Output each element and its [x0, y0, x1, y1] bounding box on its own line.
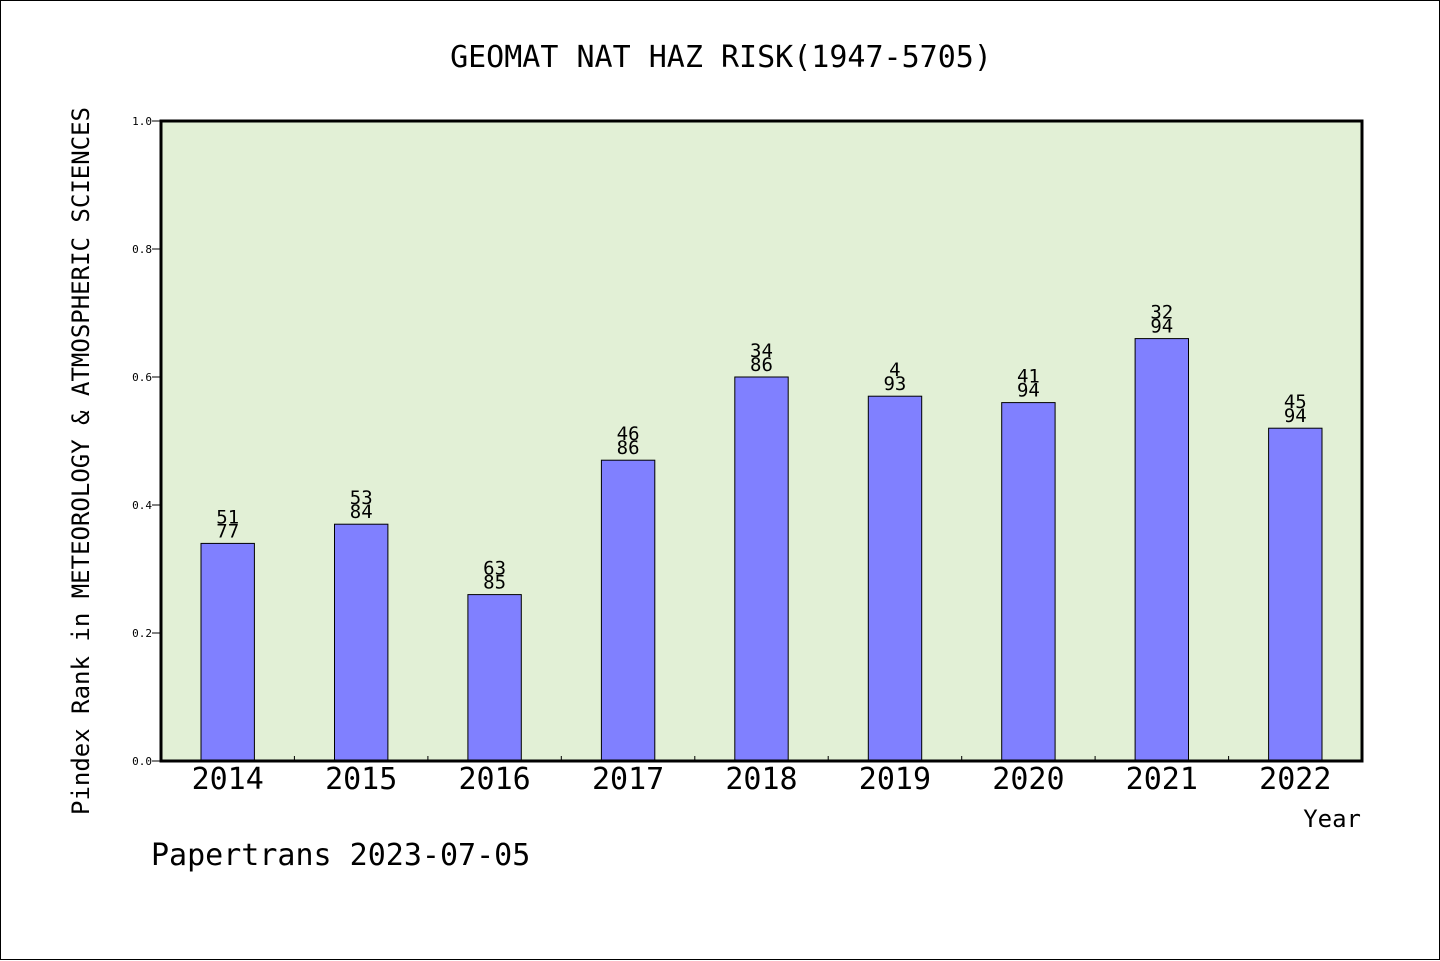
x-axis-ticks: 2014 2015 2016 2017 2018 2019 2020 2021 2022 — [192, 756, 1331, 797]
x-tick-label-2015: 2015 — [325, 762, 397, 797]
y-axis-ticks: 0.0 0.2 0.4 0.6 0.8 1.0 — [132, 115, 161, 768]
data-label-top-2021: 32 — [1150, 302, 1173, 324]
x-tick-label-2014: 2014 — [192, 762, 264, 797]
x-tick-label-2020: 2020 — [992, 762, 1064, 797]
data-label-bottom-2016: 85 — [483, 572, 506, 594]
y-tick-label: 0.4 — [132, 499, 152, 512]
data-label-bottom-2014: 77 — [216, 520, 239, 542]
y-tick-label: 0.6 — [132, 371, 152, 384]
data-label-bottom-2015: 84 — [350, 501, 373, 523]
x-axis-label: Year — [1303, 805, 1361, 833]
footer-text: Papertrans 2023-07-05 — [151, 838, 530, 873]
x-tick-label-2022: 2022 — [1259, 762, 1331, 797]
data-label-bottom-2021: 94 — [1150, 316, 1173, 338]
bar-2015 — [334, 523, 389, 762]
x-tick-label-2016: 2016 — [458, 762, 530, 797]
x-tick-label-2019: 2019 — [859, 762, 931, 797]
data-label-top-2016: 63 — [483, 558, 506, 580]
data-label-top-2020: 41 — [1017, 366, 1040, 388]
bar-2018 — [734, 376, 789, 762]
data-label-bottom-2020: 94 — [1017, 380, 1040, 402]
x-tick-label-2017: 2017 — [592, 762, 664, 797]
bar-2020 — [1001, 402, 1056, 762]
y-tick-label: 1.0 — [132, 115, 152, 128]
bar-2022 — [1268, 427, 1323, 762]
data-label-top-2018: 34 — [750, 340, 773, 362]
data-label-top-2022: 45 — [1284, 391, 1307, 413]
y-tick-label: 0.8 — [132, 243, 152, 256]
bar-2014 — [200, 542, 255, 762]
data-label-top-2015: 53 — [350, 487, 373, 509]
bar-2021 — [1134, 338, 1189, 762]
data-label-top-2019: 4 — [889, 359, 900, 381]
data-label-bottom-2017: 86 — [617, 437, 640, 459]
plot-border — [159, 119, 1364, 763]
data-label-bottom-2018: 86 — [750, 354, 773, 376]
bars-layer — [200, 338, 1323, 762]
data-label-top-2014: 51 — [216, 506, 239, 528]
bar-2019 — [867, 395, 923, 762]
x-tick-label-2018: 2018 — [725, 762, 797, 797]
bar-2016 — [467, 594, 522, 762]
data-label-bottom-2019: 93 — [883, 373, 906, 395]
data-label-top-2017: 46 — [617, 423, 640, 445]
data-label-bottom-2022: 94 — [1284, 405, 1307, 427]
y-tick-label: 0.2 — [132, 627, 152, 640]
y-tick-label: 0.0 — [132, 755, 152, 768]
x-tick-label-2021: 2021 — [1126, 762, 1198, 797]
bar-2017 — [600, 459, 656, 762]
chart-title: GEOMAT NAT HAZ RISK(1947-5705) — [450, 40, 992, 75]
y-axis-label: Pindex Rank in METEOROLOGY & ATMOSPHERIC… — [67, 107, 95, 815]
